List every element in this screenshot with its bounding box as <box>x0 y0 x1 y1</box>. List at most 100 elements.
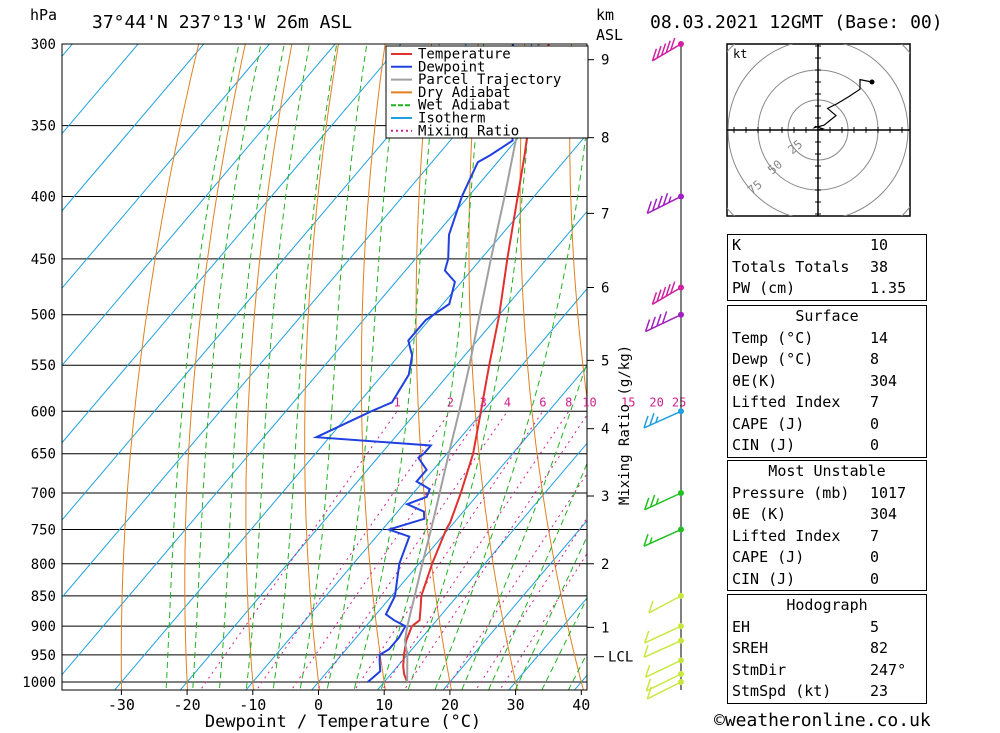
pressure-tick-label: 650 <box>31 447 56 463</box>
table-row: θE(K) 304 <box>728 371 926 393</box>
dry-adiabat <box>984 7 1000 708</box>
wind-barb-flag <box>669 37 676 51</box>
km-tick-label: 3 <box>601 489 609 505</box>
table-row: StmSpd (kt) 23 <box>728 681 926 703</box>
pressure-tick-label: 800 <box>31 557 56 573</box>
km-unit: km <box>596 6 615 24</box>
isotherm-line <box>442 519 587 690</box>
wind-barb-flag <box>657 195 663 209</box>
wind-barb-flag <box>644 630 650 644</box>
table-row-label: SREH <box>732 639 769 657</box>
table-row: Lifted Index 7 <box>728 392 926 414</box>
plot-frame <box>61 43 588 691</box>
wind-barb <box>645 670 684 692</box>
isotherm-line <box>62 44 139 135</box>
table-row-label: Pressure (mb) <box>732 483 850 502</box>
wind-barb-flag <box>648 600 654 614</box>
x-axis-label: Dewpoint / Temperature (°C) <box>205 712 481 732</box>
legend-label: Mixing Ratio <box>418 123 519 139</box>
table-row-label: θE(K) <box>732 371 778 390</box>
pressure-tick-label: 300 <box>31 37 56 53</box>
table-row: StmDir 247° <box>728 660 926 682</box>
wet-adiabat <box>192 44 262 690</box>
table-row-value: 0 <box>870 569 880 588</box>
table-row-label: Dewp (°C) <box>732 350 814 368</box>
table-row: CAPE (J) 0 <box>728 414 926 436</box>
pressure-tick-label: 900 <box>31 619 56 635</box>
wind-barb-half <box>655 416 659 423</box>
pressure-tick-label: 850 <box>31 589 56 605</box>
table-row-value: 23 <box>870 682 889 700</box>
dry-adiabat <box>468 44 518 690</box>
mixing-ratio-label: 8 <box>565 395 572 409</box>
isotherm-line <box>376 442 587 690</box>
wind-barb-flag <box>643 533 649 547</box>
table-row-label: CAPE (J) <box>732 548 805 566</box>
pressure-tick-label: 400 <box>31 189 56 205</box>
wind-barb-half <box>649 537 653 544</box>
mixing-ratio-line <box>499 552 587 690</box>
mixing-ratio-axis-label: Mixing Ratio (g/kg) <box>617 345 633 505</box>
legend-label: Dewpoint <box>418 59 485 75</box>
hodograph-table: Hodograph EH 5 SREH 82 StmDir 247° StmSpd (kt) 2… <box>727 594 927 704</box>
wind-barb-flag <box>661 311 668 324</box>
x-tick-label: 10 <box>375 696 393 714</box>
dry-adiabat <box>519 44 584 690</box>
wind-barb-staff <box>644 625 682 644</box>
copyright: ©weatheronline.co.uk <box>714 710 931 731</box>
table-row-label: EH <box>732 617 751 636</box>
most-unstable-table: Most Unstable Pressure (mb) 1017 θE (K) 304 L… <box>727 460 927 591</box>
x-tick-label: 40 <box>572 696 590 714</box>
parcel-trajectory-line <box>403 44 540 683</box>
wind-barb-staff <box>643 640 682 658</box>
wind-barb-flag <box>643 415 649 429</box>
table-row: CIN (J) 0 <box>728 435 926 457</box>
pressure-tick-label: 700 <box>31 486 56 502</box>
km-tick-label: 8 <box>601 131 609 147</box>
dry-adiabat <box>618 7 722 708</box>
mixing-ratio-label: 15 <box>621 395 635 409</box>
table-row-value: 82 <box>870 639 889 657</box>
dry-adiabat <box>304 44 340 690</box>
table-row-label: CAPE (J) <box>732 414 805 433</box>
wet-adiabat <box>380 44 485 690</box>
wind-barb <box>643 526 684 547</box>
wind-barb <box>644 623 684 644</box>
table-row-value: 0 <box>870 436 880 454</box>
table-row-label: Lifted Index <box>732 393 841 411</box>
dry-adiabat <box>120 44 200 690</box>
table-row: Pressure (mb) 1017 <box>728 483 926 505</box>
wind-barb-flag <box>649 413 655 426</box>
wet-adiabat <box>488 462 587 690</box>
wind-barb-flag <box>651 198 658 211</box>
mixing-ratio-line <box>316 411 508 690</box>
hodograph-unit: kt <box>733 47 747 61</box>
km-unit-asl: ASL <box>596 26 624 44</box>
table-row: Dewp (°C) 8 <box>728 349 926 371</box>
x-tick-label: 30 <box>507 696 525 714</box>
x-tick-label: -10 <box>239 696 266 714</box>
table-row-value: 304 <box>870 371 898 390</box>
x-tick-label: 0 <box>314 696 323 714</box>
table-row-value: 10 <box>870 236 889 254</box>
wind-barb-staff <box>643 528 682 547</box>
table-row: SREH 82 <box>728 638 926 660</box>
table-row: Temp (°C) 14 <box>728 328 926 350</box>
km-tick-label: 5 <box>601 353 609 369</box>
km-tick-label: 2 <box>601 557 609 573</box>
wind-barb <box>643 637 684 658</box>
skewt-grid <box>62 7 1000 708</box>
indices-table: K 10 Totals Totals 38 PW (cm) 1.35 <box>727 234 927 301</box>
legend-label: Dry Adiabat <box>418 85 511 101</box>
table-row-value: 304 <box>870 505 898 523</box>
pressure-tick-label: 750 <box>31 523 56 539</box>
table-row-value: 38 <box>870 257 889 276</box>
table-row: EH 5 <box>728 617 926 639</box>
wind-barb-staff <box>648 595 682 614</box>
wind-barb-flag <box>645 678 652 692</box>
table-row-value: 14 <box>870 328 889 347</box>
wind-barb-flag <box>650 316 656 330</box>
dry-adiabat <box>569 44 587 402</box>
